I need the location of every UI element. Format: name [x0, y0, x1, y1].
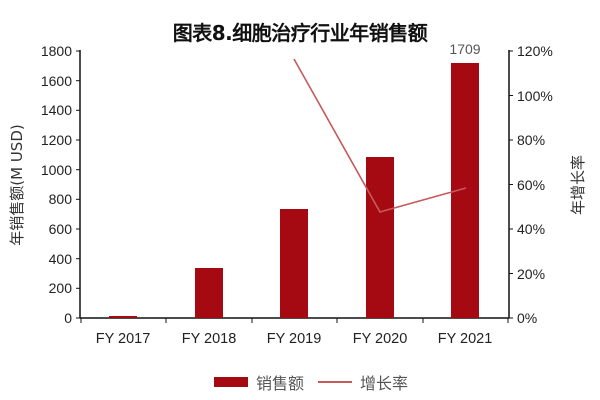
svg-text:60%: 60% — [517, 177, 545, 193]
svg-text:1600: 1600 — [41, 73, 72, 89]
svg-text:0%: 0% — [517, 310, 537, 326]
svg-text:1200: 1200 — [41, 132, 72, 148]
svg-text:400: 400 — [49, 251, 73, 267]
right-ticks — [509, 50, 513, 319]
right-tick-labels: 0% 20% 40% 60% 80% 100% 120% — [517, 43, 553, 326]
x-ticks — [80, 318, 509, 323]
svg-text:40%: 40% — [517, 221, 545, 237]
sales-bars — [109, 63, 479, 318]
left-tick-labels: 0 200 400 600 800 1000 1200 1400 1600 18… — [41, 43, 72, 326]
svg-text:1400: 1400 — [41, 102, 72, 118]
y-axis-title-left: 年销售额(M USD) — [8, 124, 26, 245]
chart-title: 图表8.细胞治疗行业年销售额 — [172, 21, 428, 45]
legend-line-swatch — [318, 381, 353, 383]
svg-text:FY 2021: FY 2021 — [438, 331, 493, 347]
svg-text:200: 200 — [49, 280, 73, 296]
svg-text:0: 0 — [64, 310, 72, 326]
bar-fy2019 — [280, 209, 308, 318]
svg-text:120%: 120% — [517, 43, 553, 59]
svg-text:FY 2018: FY 2018 — [182, 331, 237, 347]
bar-fy2020 — [366, 157, 394, 318]
svg-text:1800: 1800 — [41, 43, 72, 59]
svg-text:FY 2020: FY 2020 — [353, 331, 408, 347]
svg-text:80%: 80% — [517, 132, 545, 148]
legend-bar-swatch — [214, 377, 248, 387]
left-ticks — [76, 50, 80, 319]
svg-text:100%: 100% — [517, 88, 553, 104]
svg-text:1000: 1000 — [41, 162, 72, 178]
x-tick-labels: FY 2017 FY 2018 FY 2019 FY 2020 FY 2021 — [96, 331, 493, 347]
legend-line-label: 增长率 — [360, 374, 409, 393]
y-axis-title-right: 年增长率 — [569, 155, 587, 215]
svg-text:FY 2017: FY 2017 — [96, 331, 151, 347]
svg-text:600: 600 — [49, 221, 73, 237]
legend-bar-label: 销售额 — [256, 374, 305, 393]
bar-fy2018 — [195, 268, 223, 318]
svg-text:FY 2019: FY 2019 — [267, 331, 322, 347]
svg-text:20%: 20% — [517, 266, 545, 282]
svg-text:800: 800 — [49, 191, 73, 207]
growth-line — [293, 58, 467, 213]
bar-fy2017 — [109, 316, 137, 318]
data-label-fy2021: 1709 — [449, 41, 480, 57]
legend: 销售额 增长率 — [214, 370, 408, 394]
